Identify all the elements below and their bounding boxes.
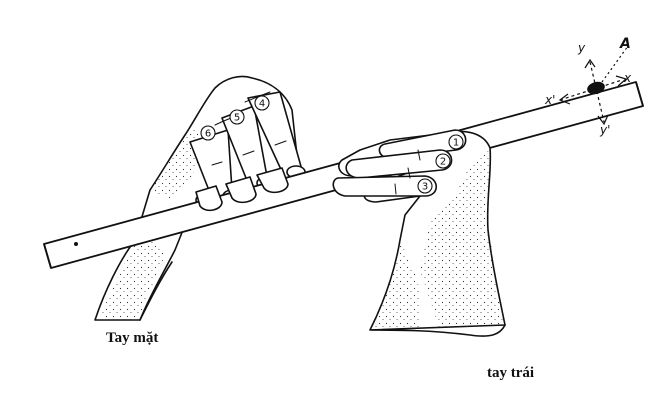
axis-label-y-prime: y' xyxy=(599,123,610,137)
svg-text:6: 6 xyxy=(205,129,211,140)
left-finger-3 xyxy=(332,175,438,197)
svg-text:4: 4 xyxy=(259,99,265,110)
flute-body xyxy=(43,81,644,269)
flute-end-hole xyxy=(74,242,78,246)
svg-text:2: 2 xyxy=(440,157,446,168)
finger-marker-5: 5 xyxy=(229,109,245,125)
finger-number-markers: 4 5 6 1 2 3 xyxy=(200,95,464,194)
axis-label-a: A xyxy=(619,36,631,52)
finger-marker-4: 4 xyxy=(254,95,270,111)
axis-label-y: y xyxy=(577,41,586,55)
left-hand xyxy=(332,129,506,337)
svg-text:5: 5 xyxy=(234,113,240,124)
finger-marker-3: 3 xyxy=(417,178,433,194)
axis-labels: A x x' y y' xyxy=(544,36,632,137)
embouchure-axes xyxy=(558,45,629,126)
finger-marker-1: 1 xyxy=(448,134,464,150)
right-hand-caption: Tay mặt xyxy=(106,330,159,346)
axis-label-x-prime: x' xyxy=(544,93,555,107)
finger-marker-2: 2 xyxy=(435,153,451,169)
left-finger-2 xyxy=(345,149,453,179)
left-hand-caption: tay trái xyxy=(487,365,535,381)
axis-label-x: x xyxy=(623,71,632,85)
svg-text:1: 1 xyxy=(453,138,459,149)
svg-text:3: 3 xyxy=(422,182,428,193)
right-hand-fingertips xyxy=(195,167,289,212)
finger-marker-6: 6 xyxy=(200,125,216,141)
